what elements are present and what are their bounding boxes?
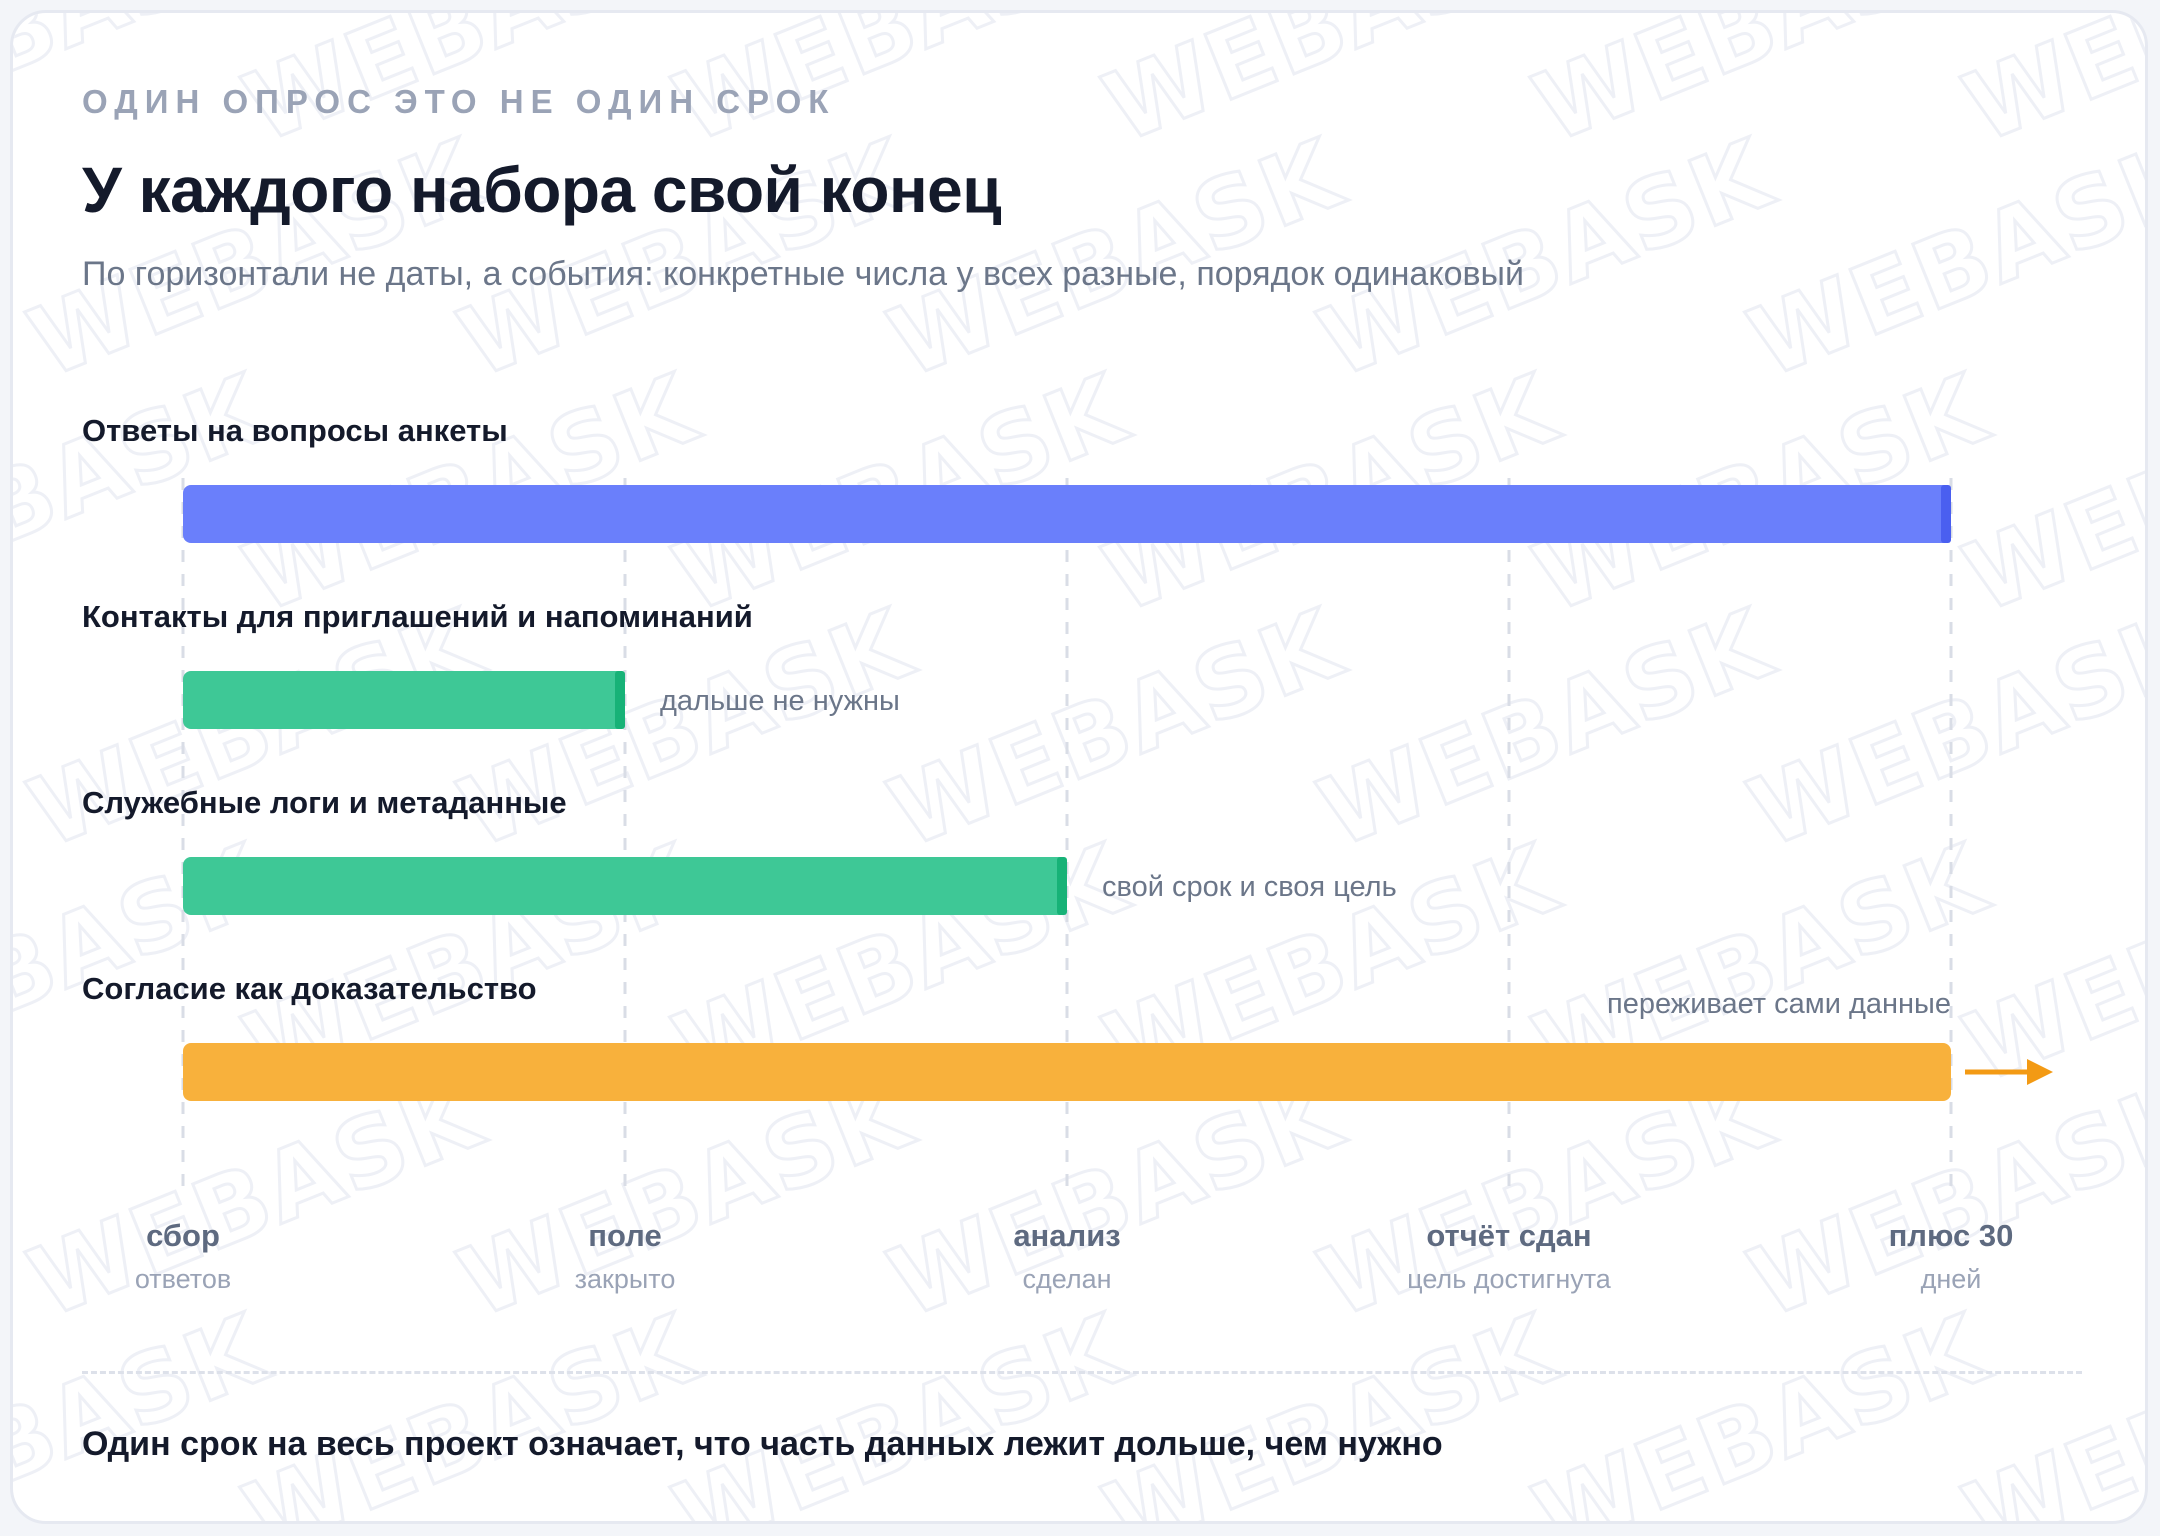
row-label: Контакты для приглашений и напоминаний	[82, 599, 753, 634]
page-title: У каждого набора свой конец	[82, 154, 1002, 226]
row-bar	[183, 1043, 1951, 1101]
row-bar	[183, 485, 1951, 543]
milestone-subtitle: сделан	[1022, 1264, 1111, 1294]
row-bar-end-cap	[1941, 485, 1951, 543]
milestone-subtitle: дней	[1921, 1264, 1982, 1294]
row-note: переживает сами данные	[1607, 988, 1951, 1020]
timeline-chart: Ответы на вопросы анкеты Контакты для при…	[82, 413, 2053, 1294]
milestone-subtitle: цель достигнута	[1407, 1264, 1612, 1294]
milestone-subtitle: закрыто	[575, 1264, 676, 1294]
row-note: свой срок и своя цель	[1102, 871, 1397, 903]
row-bar	[183, 671, 625, 729]
row-bar-end-cap	[615, 671, 625, 729]
row-label: Согласие как доказательство	[82, 971, 537, 1006]
eyebrow: ОДИН ОПРОС ЭТО НЕ ОДИН СРОК	[82, 83, 836, 120]
footer-note: Один срок на весь проект означает, что ч…	[82, 1425, 1443, 1463]
card: WEBASK WEBASK WEBASK WEBASK WEBASK WEBASK WEBA…	[10, 10, 2148, 1524]
milestone-subtitle: ответов	[135, 1264, 231, 1294]
milestone-title: поле	[588, 1218, 661, 1253]
continues-arrow-head	[2027, 1059, 2053, 1085]
milestone-title: плюс 30	[1889, 1218, 2014, 1253]
row-label: Ответы на вопросы анкеты	[82, 413, 508, 448]
page-subtitle: По горизонтали не даты, а события: конкр…	[82, 255, 1524, 293]
row-bar-end-cap	[1057, 857, 1067, 915]
row-label: Служебные логи и метаданные	[82, 785, 567, 820]
milestone-title: сбор	[146, 1218, 220, 1253]
row-bar	[183, 857, 1067, 915]
milestone-title: отчёт сдан	[1426, 1218, 1591, 1253]
milestone-title: анализ	[1013, 1218, 1120, 1253]
row-note: дальше не нужны	[660, 685, 900, 717]
divider	[82, 1371, 2082, 1374]
